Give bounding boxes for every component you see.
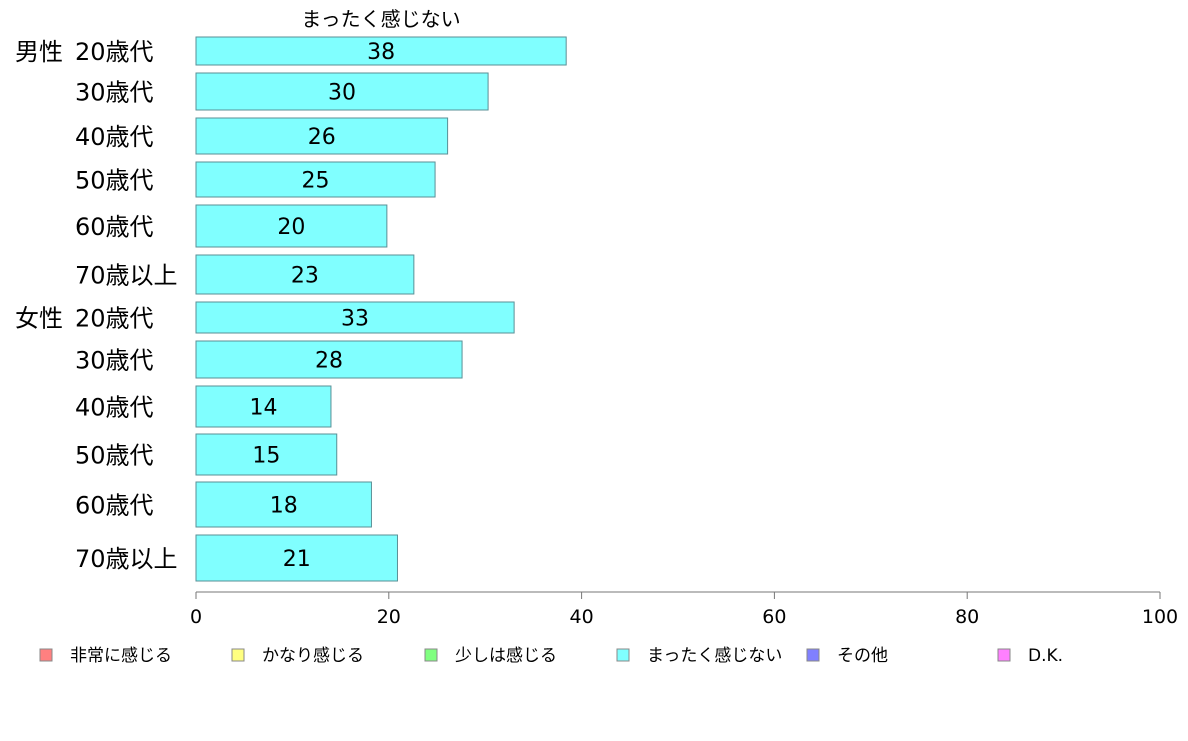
legend-label: かなり感じる [262,646,364,666]
category-label: 40歳代 [75,394,154,422]
bar [195,254,415,295]
legend-label: D.K. [1028,646,1063,666]
x-tick-label: 0 [190,606,202,628]
bar [195,204,388,248]
category-label: 40歳代 [75,123,154,151]
bar [195,301,515,334]
group-label: 男性 [15,38,63,66]
category-label: 70歳以上 [75,262,178,290]
data-label: 33 [341,307,369,332]
bar [195,433,338,476]
bar [195,36,567,66]
legend-label: その他 [837,646,888,666]
data-label: 15 [252,444,280,469]
legend-label: まったく感じない [647,646,782,666]
x-tick-label: 40 [570,606,594,628]
data-label: 20 [277,215,305,240]
x-tick-label: 80 [955,606,979,628]
category-label: 30歳代 [75,347,154,375]
data-label: 26 [308,125,336,150]
bar [195,340,463,379]
bar [195,72,489,111]
legend-swatch [997,648,1011,662]
x-tick-label: 100 [1142,606,1178,628]
data-label: 18 [270,494,298,519]
legend-swatch [231,648,245,662]
legend-swatch [806,648,820,662]
x-tick-label: 20 [377,606,401,628]
data-label: 25 [302,169,330,194]
legend-swatch [616,648,630,662]
legend-label: 非常に感じる [70,646,172,666]
category-label: 50歳代 [75,167,154,195]
category-label: 20歳代 [75,305,154,333]
data-label: 30 [328,81,356,106]
category-label: 60歳代 [75,213,154,241]
chart-title: まったく感じない [301,7,460,31]
data-label: 28 [315,349,343,374]
bar [195,481,372,528]
category-label: 50歳代 [75,442,154,470]
data-label: 14 [249,396,277,421]
data-label: 21 [283,547,311,572]
x-tick-label: 60 [762,606,786,628]
bar [195,534,398,582]
category-label: 60歳代 [75,492,154,520]
bar [195,385,332,428]
data-label: 38 [367,40,395,65]
category-label: 30歳代 [75,79,154,107]
legend-swatch [39,648,53,662]
legend-label: 少しは感じる [455,646,557,666]
bar [195,117,449,155]
legend-swatch [424,648,438,662]
data-label: 23 [291,264,319,289]
category-label: 70歳以上 [75,545,178,573]
bar [195,161,436,198]
category-label: 20歳代 [75,38,154,66]
group-label: 女性 [15,305,63,333]
